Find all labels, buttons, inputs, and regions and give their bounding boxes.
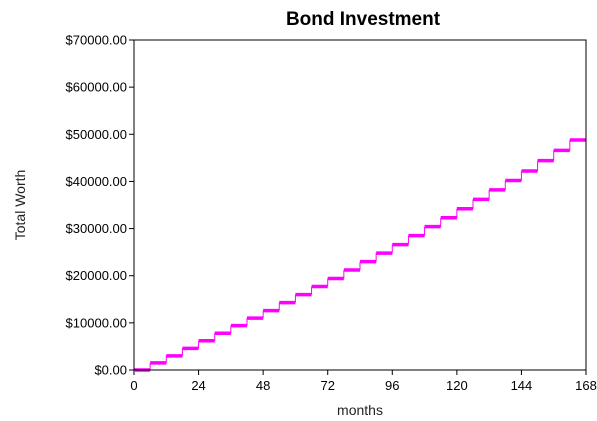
y-tick-label: $20000.00 [66,268,127,283]
x-tick-label: 48 [256,378,270,393]
x-tick-label: 72 [320,378,334,393]
y-tick-label: $70000.00 [66,33,127,48]
chart-title: Bond Investment [286,9,441,30]
x-tick-label: 96 [385,378,399,393]
x-axis-label: months [337,402,383,418]
x-tick-label: 144 [511,378,533,393]
y-tick-label: $60000.00 [66,80,127,95]
y-tick-label: $10000.00 [66,315,127,330]
y-tick-label: $30000.00 [66,221,127,236]
y-axis-ticks: $0.00 $10000.00 $20000.00 $30000.00 $40000.0… [66,33,134,378]
y-tick-label: $50000.00 [66,127,127,142]
x-axis-ticks: 0 24 48 72 96 120 144 168 [130,370,597,393]
x-tick-label: 120 [446,378,468,393]
series-layer [134,128,587,372]
y-tick-label: $40000.00 [66,174,127,189]
x-tick-label: 0 [130,378,137,393]
x-tick-label: 168 [575,378,597,393]
y-axis-label: Total Worth [12,170,28,241]
x-tick-label: 24 [191,378,205,393]
y-tick-label: $0.00 [94,363,127,378]
plot-area-frame [133,39,587,371]
